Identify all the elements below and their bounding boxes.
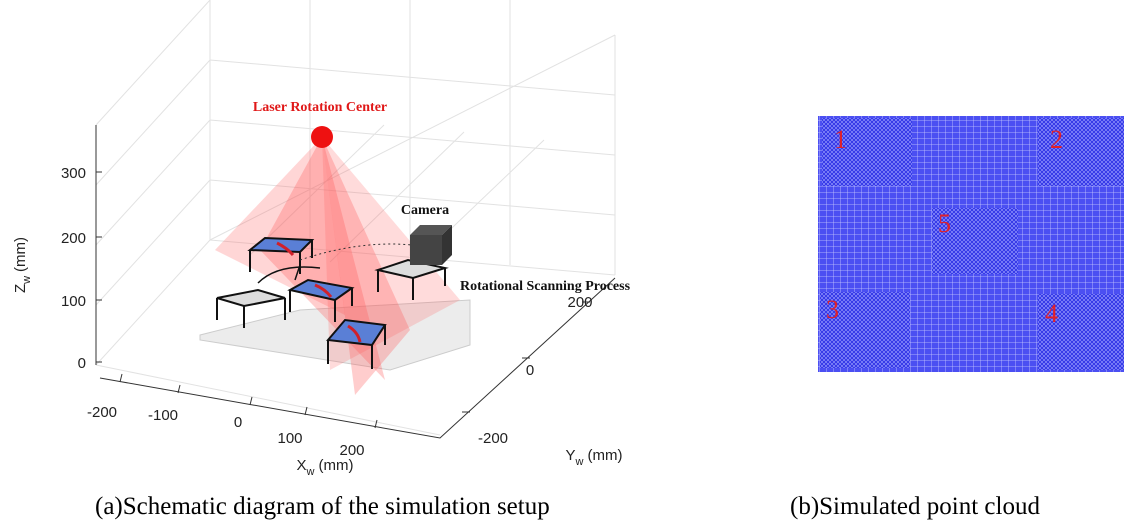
camera-front [410,235,442,265]
x-tick: -200 [87,404,117,421]
caption: (b)Simulated point cloud [790,493,1040,520]
y-tick: 200 [567,294,592,311]
x-tick: 0 [234,414,242,431]
laser-center [311,126,333,148]
schematic: Laser Rotation Center Camera Rotational … [12,0,631,478]
camera-label: Camera [401,203,449,218]
z-tick: 200 [61,230,86,247]
x-tick: 100 [277,430,302,447]
region-label: 5 [938,209,951,238]
z-tick: 300 [61,165,86,182]
y-tick: -200 [478,430,508,447]
laser-label: Laser Rotation Center [253,100,387,115]
x-tick: -100 [148,407,178,424]
figure: Laser Rotation Center Camera Rotational … [0,0,1124,524]
x-axis-label: Xw(mm) [297,457,354,478]
z-tick: 0 [78,355,86,372]
z-axis-label: Zw(mm) [12,237,33,293]
region-label: 4 [1045,299,1058,328]
y-tick: 0 [526,362,534,379]
y-axis-label: Yw(mm) [566,447,623,468]
z-tick: 100 [61,293,86,310]
region-label: 2 [1050,125,1063,154]
caption: (a)Schematic diagram of the simulation s… [95,493,550,520]
scanning-label: Rotational Scanning Process [460,279,631,294]
point-cloud: 1 2 3 4 5 [818,116,1124,372]
region-label: 3 [826,295,839,324]
region-label: 1 [834,125,847,154]
